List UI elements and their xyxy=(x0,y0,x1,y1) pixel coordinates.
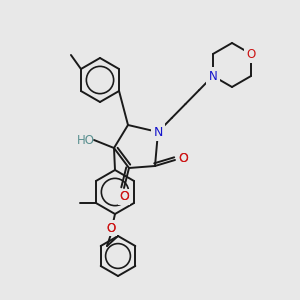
Text: O: O xyxy=(106,221,116,235)
Text: O: O xyxy=(106,221,116,235)
Text: O: O xyxy=(178,152,188,164)
Text: O: O xyxy=(246,47,256,61)
Text: N: N xyxy=(153,125,163,139)
Text: HO: HO xyxy=(77,134,95,146)
Text: O: O xyxy=(246,47,256,61)
Text: O: O xyxy=(119,190,129,203)
Text: N: N xyxy=(153,125,163,139)
Text: N: N xyxy=(208,70,217,83)
Text: O: O xyxy=(119,190,129,203)
Text: N: N xyxy=(208,70,217,83)
Text: O: O xyxy=(178,152,188,164)
